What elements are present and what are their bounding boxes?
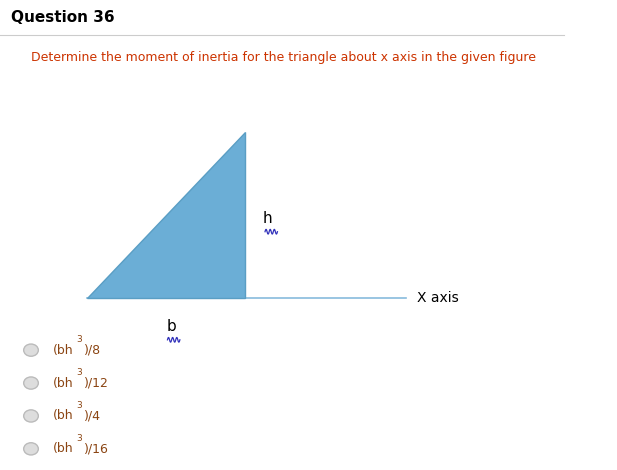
Text: Determine the moment of inertia for the triangle about x axis in the given figur: Determine the moment of inertia for the … (31, 51, 536, 64)
Text: )/12: )/12 (83, 376, 109, 390)
Text: 3: 3 (77, 401, 83, 410)
Text: (bh: (bh (52, 376, 73, 390)
Text: (bh: (bh (52, 442, 73, 455)
Text: )/4: )/4 (83, 409, 101, 423)
Text: 3: 3 (77, 434, 83, 443)
Text: 3: 3 (77, 368, 83, 377)
Text: )/8: )/8 (83, 344, 101, 357)
Text: h: h (262, 211, 272, 226)
Circle shape (23, 377, 38, 389)
Circle shape (23, 443, 38, 455)
Text: X axis: X axis (417, 291, 459, 306)
Circle shape (23, 344, 38, 356)
Text: (bh: (bh (52, 409, 73, 423)
Polygon shape (88, 132, 246, 298)
Text: (bh: (bh (52, 344, 73, 357)
Text: 3: 3 (77, 335, 83, 345)
Text: b: b (167, 319, 176, 334)
Text: Question 36: Question 36 (11, 10, 115, 25)
Circle shape (23, 410, 38, 422)
Text: )/16: )/16 (83, 442, 109, 455)
